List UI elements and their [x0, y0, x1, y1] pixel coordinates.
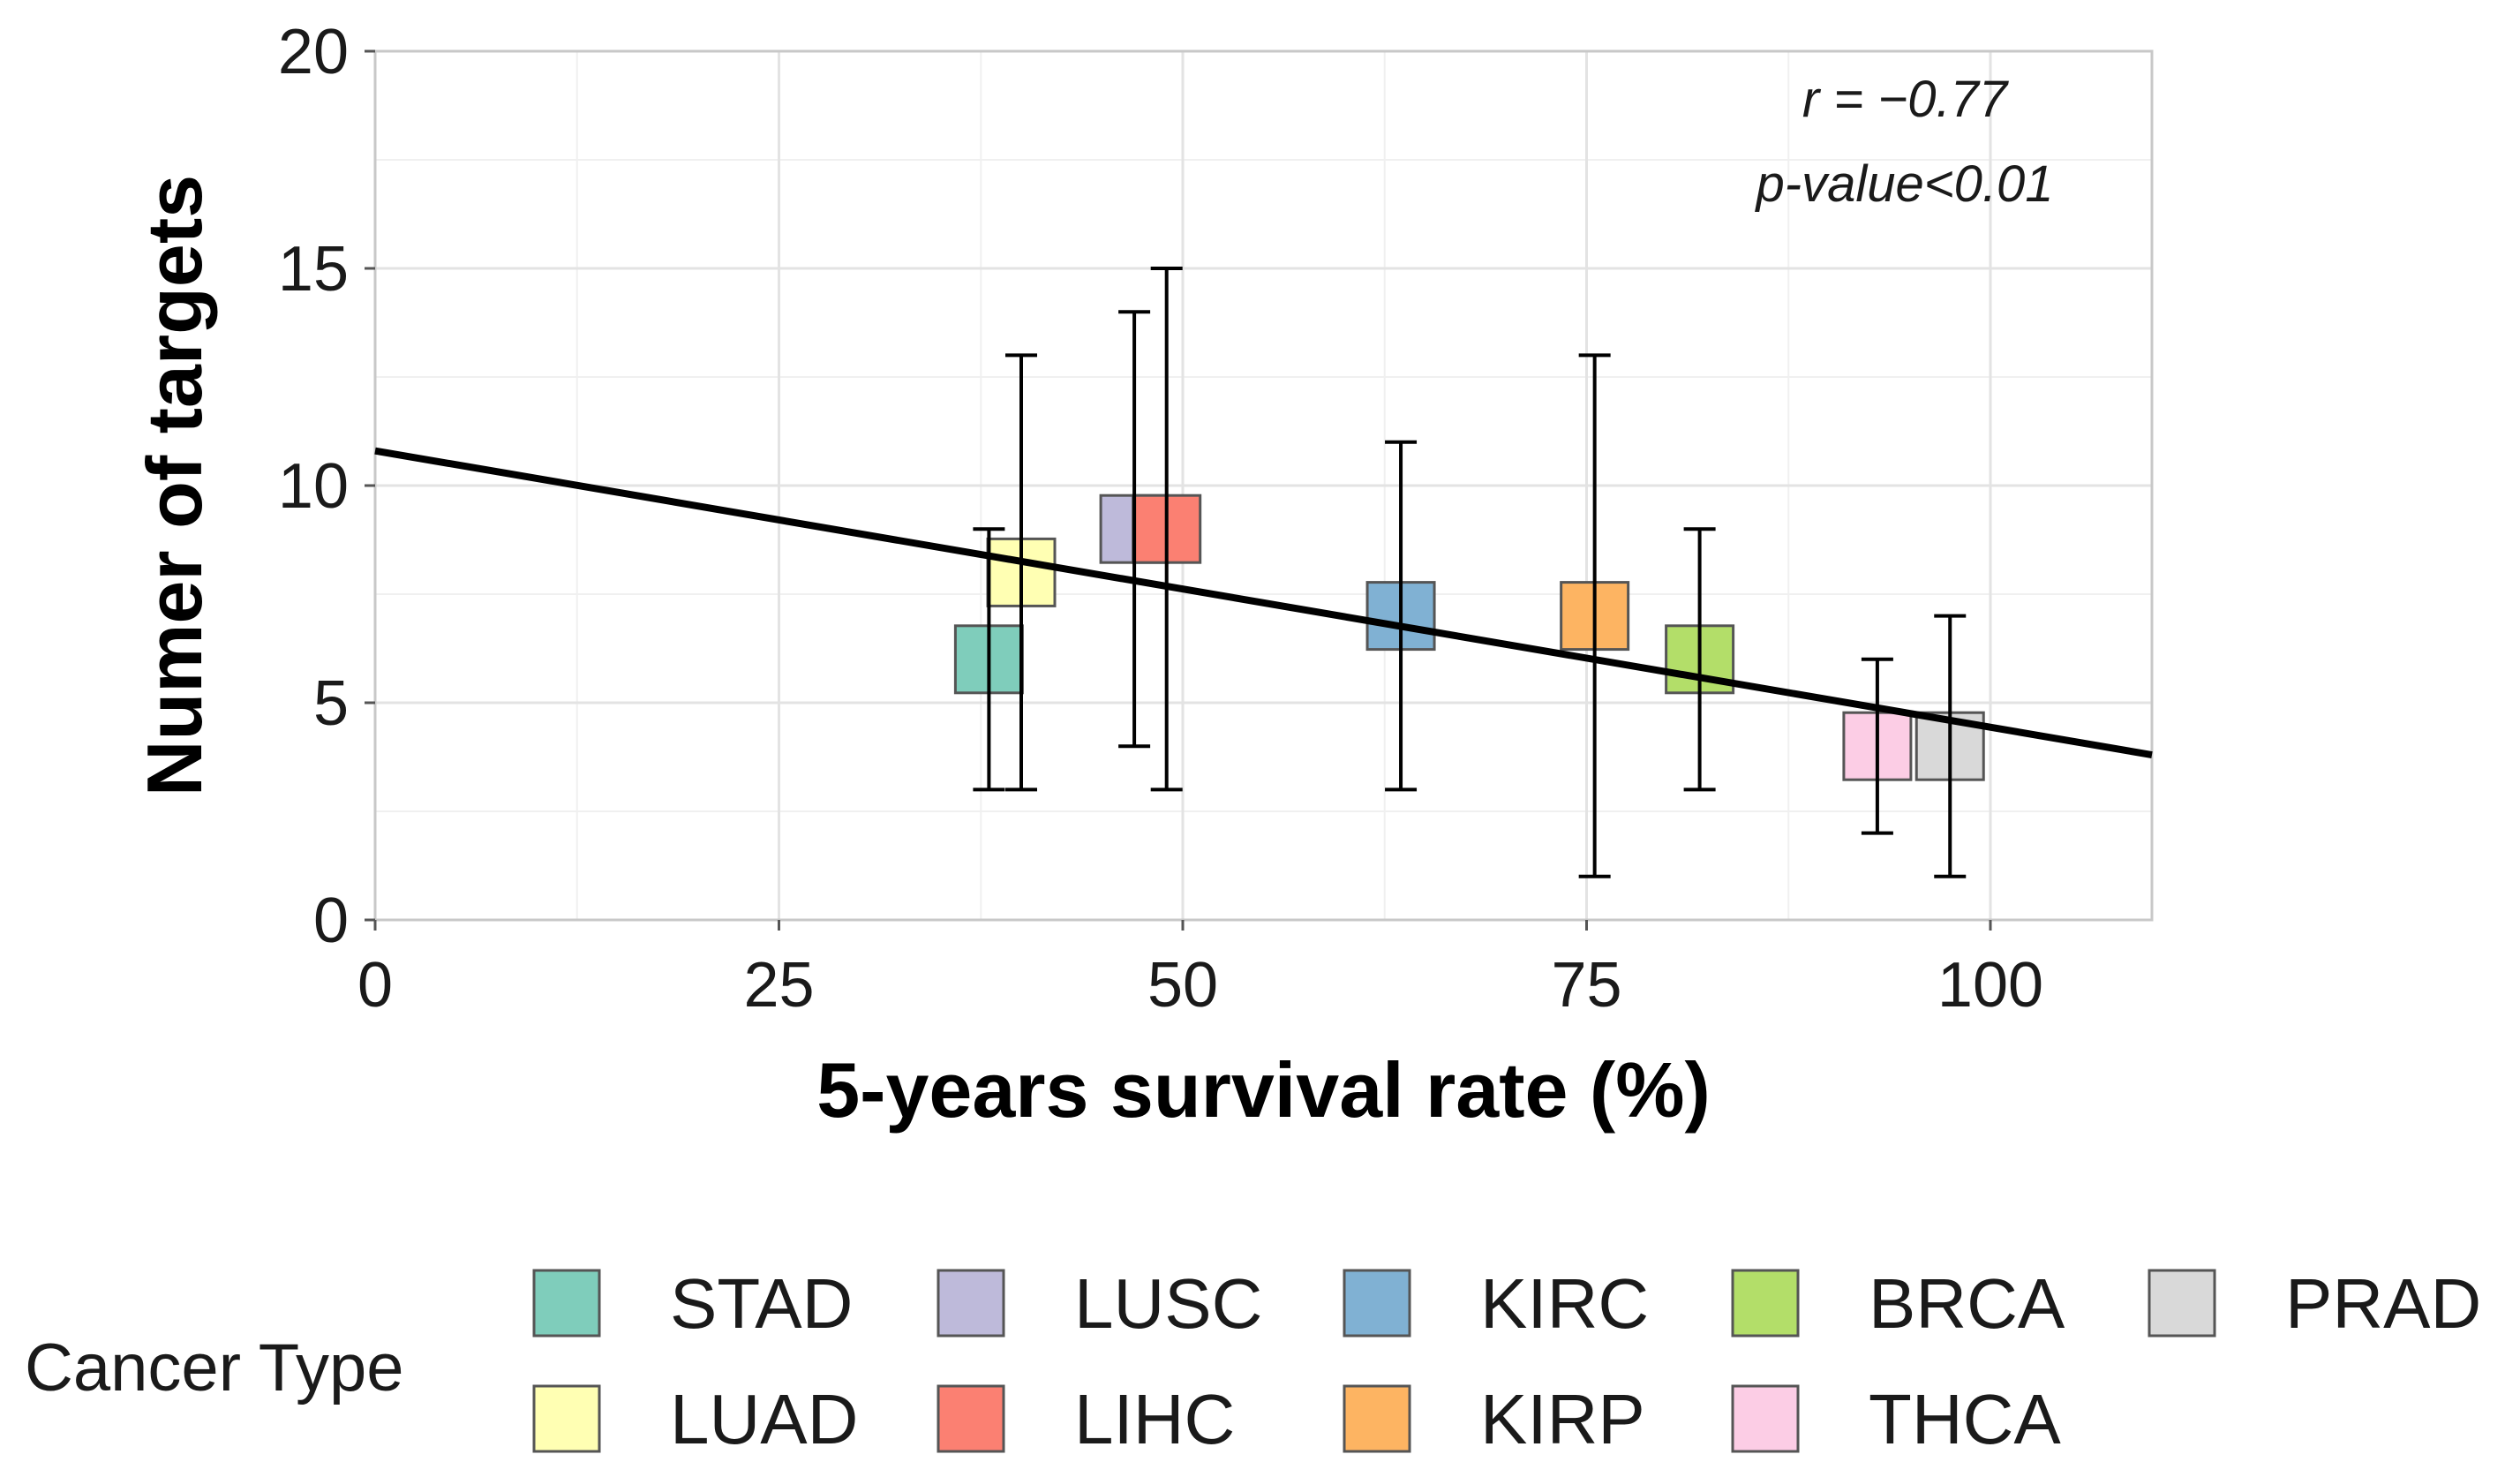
- legend-swatch-prad: [2148, 1269, 2216, 1338]
- legend-label-lusc: LUSC: [1074, 1264, 1262, 1343]
- errorbar-lusc: [1118, 310, 1151, 749]
- y-axis-title: Numer of targets: [131, 175, 218, 796]
- x-axis-title: 5-years survival rate (%): [816, 1046, 1711, 1134]
- y-tick-label: 5: [313, 668, 349, 739]
- r-value-annotation: r = −0.77: [1802, 71, 2010, 128]
- y-tick-label: 0: [313, 885, 349, 956]
- error-bars: [973, 267, 1967, 878]
- correlation-annotation: r = −0.77 p-value<0.01: [1755, 71, 2054, 213]
- legend: Cancer Type STAD LUAD LUSC LIHC KIRC KIRP BRCA…: [25, 1264, 2481, 1458]
- errorbar-thca: [1861, 657, 1893, 835]
- errorbar-luad: [1005, 353, 1037, 792]
- legend-label-thca: THCA: [1869, 1380, 2061, 1458]
- legend-swatch-lihc: [937, 1384, 1005, 1453]
- legend-label-brca: BRCA: [1869, 1264, 2065, 1343]
- errorbar-brca: [1683, 527, 1716, 792]
- x-tick-label: 25: [743, 950, 814, 1021]
- regression-line: [374, 447, 2153, 758]
- legend-swatch-kirc: [1343, 1269, 1411, 1338]
- legend-swatch-brca: [1731, 1269, 1800, 1338]
- x-axis-ticks: 0 25 50 75 100: [357, 920, 2043, 1021]
- legend-label-stad: STAD: [670, 1264, 853, 1343]
- legend-label-kirp: KIRP: [1480, 1380, 1645, 1458]
- y-tick-label: 15: [278, 234, 349, 305]
- regression-line-group: [374, 447, 2153, 758]
- errorbar-lihc: [1150, 267, 1183, 792]
- x-tick-label: 75: [1551, 950, 1621, 1021]
- errorbar-stad: [973, 527, 1005, 792]
- x-tick-label: 50: [1147, 950, 1218, 1021]
- x-tick-label: 100: [1937, 950, 2043, 1021]
- legend-label-prad: PRAD: [2285, 1264, 2481, 1343]
- legend-label-kirc: KIRC: [1480, 1264, 1649, 1343]
- y-axis-ticks: 0 5 10 15 20: [278, 17, 375, 956]
- legend-swatch-luad: [532, 1384, 601, 1453]
- minor-gridlines: [375, 51, 2152, 920]
- legend-title: Cancer Type: [25, 1330, 404, 1405]
- legend-label-lihc: LIHC: [1074, 1380, 1235, 1458]
- p-value-annotation: p-value<0.01: [1755, 155, 2054, 213]
- x-tick-label: 0: [357, 950, 393, 1021]
- y-tick-label: 20: [278, 17, 349, 87]
- legend-swatch-stad: [532, 1269, 601, 1338]
- legend-swatch-thca: [1731, 1384, 1800, 1453]
- legend-swatch-lusc: [937, 1269, 1005, 1338]
- legend-label-luad: LUAD: [670, 1380, 858, 1458]
- legend-swatch-kirp: [1343, 1384, 1411, 1453]
- y-tick-label: 10: [278, 451, 349, 522]
- errorbar-prad: [1934, 614, 1967, 878]
- errorbar-kirc: [1385, 440, 1418, 792]
- errorbar-kirp: [1578, 353, 1611, 878]
